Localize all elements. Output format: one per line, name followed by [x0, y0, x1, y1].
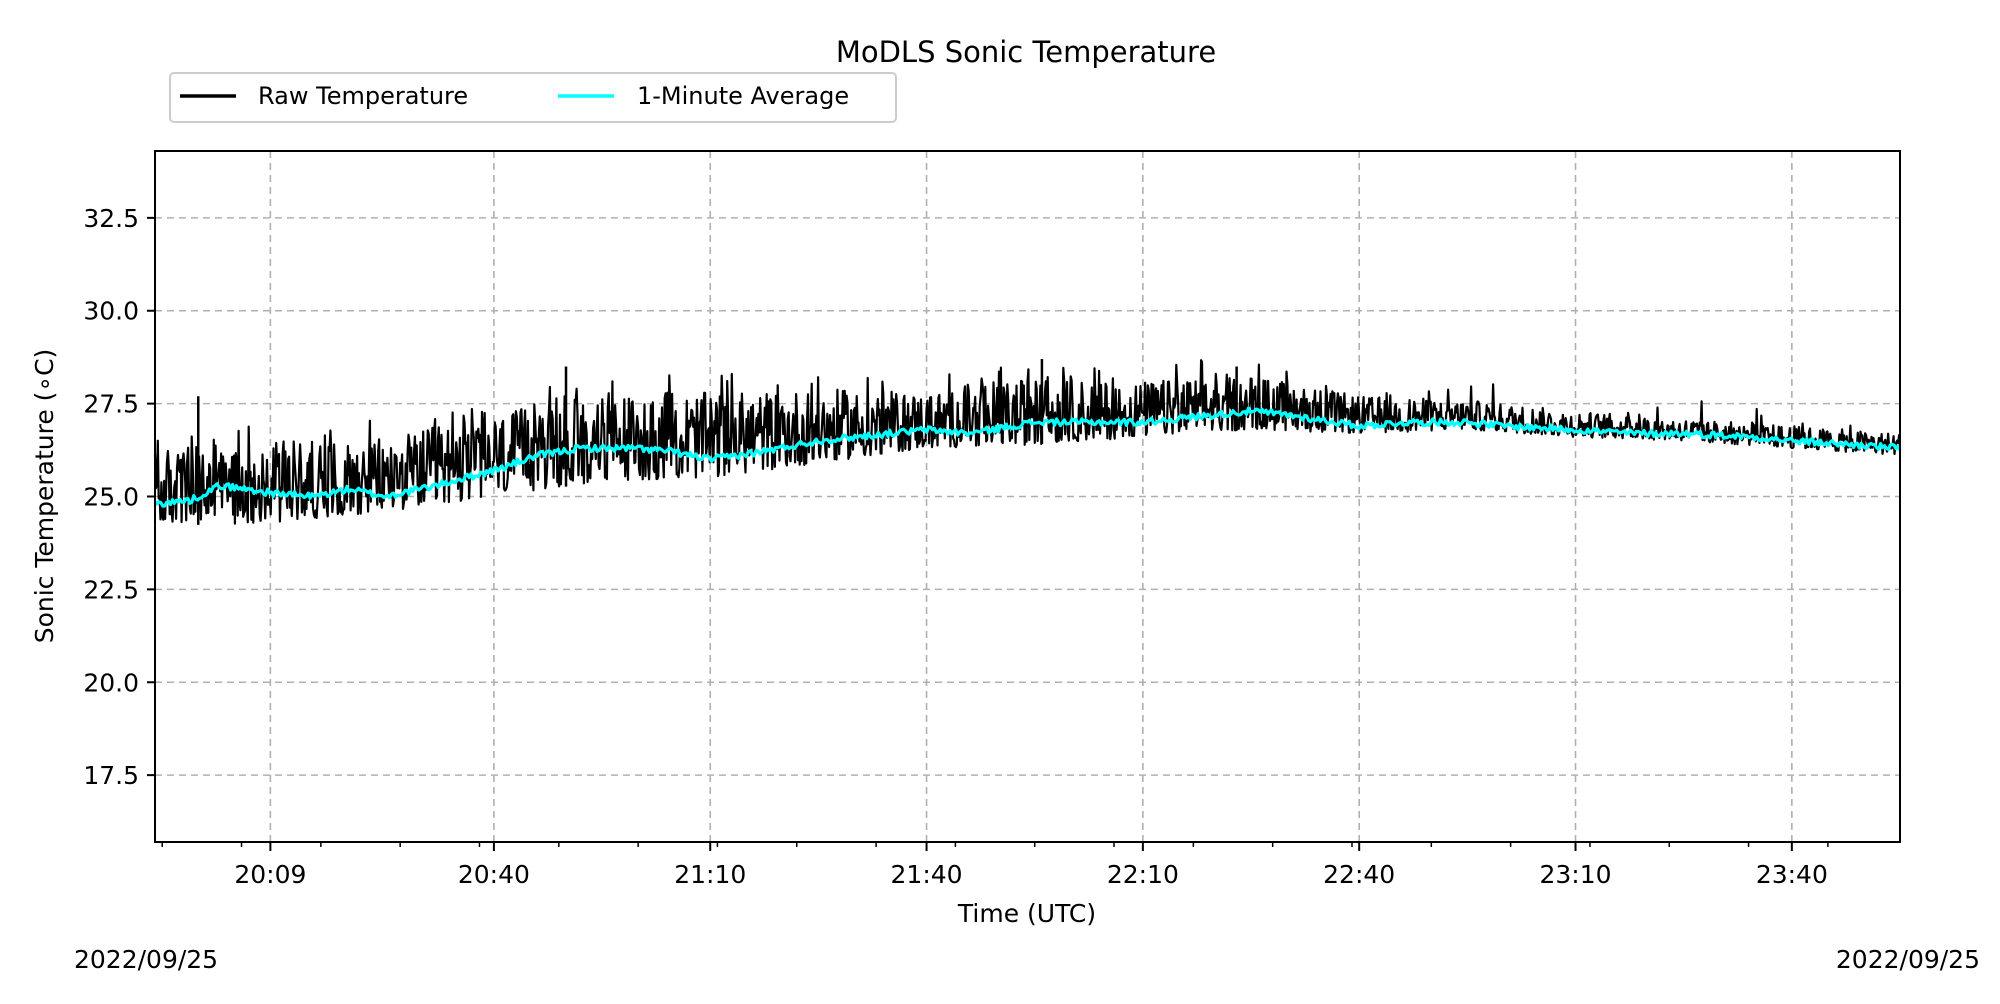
y-tick-label: 17.5 — [83, 761, 139, 790]
y-axis-ticks: 17.5 20.0 22.5 25.0 27.5 30.0 32.5 — [83, 204, 155, 790]
y-tick-label: 25.0 — [83, 483, 139, 512]
x-axis-label: Time (UTC) — [957, 899, 1096, 928]
y-tick-label: 20.0 — [83, 668, 139, 697]
y-axis-label: Sonic Temperature (∘C) — [30, 349, 59, 644]
y-tick-label: 22.5 — [83, 575, 139, 604]
plot-area — [155, 151, 1900, 842]
chart-title: MoDLS Sonic Temperature — [836, 35, 1216, 69]
x-tick-label: 20:09 — [234, 860, 306, 889]
legend-label-raw: Raw Temperature — [258, 82, 468, 110]
x-tick-label: 22:10 — [1107, 860, 1179, 889]
x-tick-label: 21:40 — [891, 860, 963, 889]
y-gridlines — [155, 217, 1900, 776]
average-series — [153, 406, 1902, 508]
legend: Raw Temperature 1-Minute Average — [169, 72, 897, 123]
date-right: 2022/09/25 — [1836, 945, 1980, 974]
legend-label-average: 1-Minute Average — [637, 82, 849, 110]
legend-frame — [169, 72, 897, 123]
average-line — [153, 406, 1902, 508]
x-tick-label: 21:10 — [674, 860, 746, 889]
raw-temperature-series — [153, 359, 1902, 525]
date-left: 2022/09/25 — [74, 945, 218, 974]
x-tick-label: 22:40 — [1323, 860, 1395, 889]
x-tick-label: 20:40 — [458, 860, 530, 889]
x-axis-ticks: 20:09 20:40 21:10 21:40 22:10 22:40 23:10 23:40 — [161, 842, 1829, 889]
x-tick-label: 23:10 — [1539, 860, 1611, 889]
raw-temperature-line — [153, 359, 1902, 525]
y-tick-label: 30.0 — [83, 297, 139, 326]
x-tick-label: 23:40 — [1756, 860, 1828, 889]
y-tick-label: 32.5 — [83, 204, 139, 233]
y-tick-label: 27.5 — [83, 390, 139, 419]
